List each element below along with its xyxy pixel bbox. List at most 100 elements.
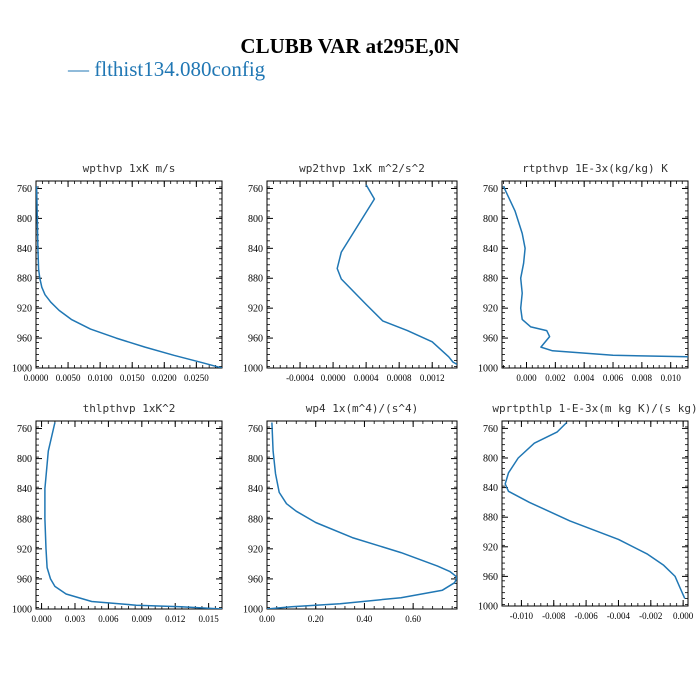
x-tick-label: 0.0004 <box>354 373 379 383</box>
chart-panel-5: wp4 1x(m^4)/(s^4)76080084088092096010000… <box>243 402 458 624</box>
x-tick-label: 0.0150 <box>120 373 145 383</box>
x-tick-label: 0.0050 <box>56 373 81 383</box>
x-tick-label: 0.0250 <box>184 373 209 383</box>
x-tick-label: 0.004 <box>574 373 595 383</box>
y-tick-label: 960 <box>483 572 498 583</box>
x-tick-label: 0.00 <box>259 614 275 624</box>
x-tick-label: 0.0000 <box>24 373 49 383</box>
series-line <box>44 422 222 609</box>
legend: — flthist134.080config <box>68 57 265 82</box>
y-tick-label: 760 <box>483 424 498 435</box>
chart-title: rtpthvp 1E-3x(kg/kg) K <box>522 162 668 175</box>
y-tick-label: 880 <box>17 514 32 525</box>
legend-label: flthist134.080config <box>94 57 266 81</box>
plot-frame <box>501 420 689 607</box>
y-tick-label: 1000 <box>243 605 263 616</box>
x-tick-label: 0.002 <box>545 373 565 383</box>
y-tick-label: 920 <box>248 304 263 315</box>
x-tick-label: 0.0008 <box>387 373 412 383</box>
x-tick-label: 0.0012 <box>420 373 445 383</box>
x-tick-label: 0.000 <box>673 611 694 621</box>
chart-title: thlpthvp 1xK^2 <box>83 402 176 415</box>
chart-panel-2: wp2thvp 1xK m^2/s^2 760 800 840 880 920 960 100… <box>243 162 458 383</box>
y-tick-label: 840 <box>248 244 263 255</box>
x-tick-label: 0.003 <box>65 614 86 624</box>
y-tick-label: 880 <box>483 274 498 285</box>
x-tick-label: 0.0200 <box>152 373 177 383</box>
y-tick-label: 960 <box>17 334 32 345</box>
plot-frame <box>501 180 689 369</box>
y-tick-label: 920 <box>483 542 498 553</box>
chart-title: wprtpthlp 1-E-3x(m kg K)/(s kg) <box>492 402 697 415</box>
x-tick-label: 0.40 <box>357 614 373 624</box>
y-tick-label: 880 <box>248 514 263 525</box>
x-tick-label: -0.010 <box>510 611 534 621</box>
y-tick-label: 880 <box>248 274 263 285</box>
y-tick-label: 800 <box>248 454 263 465</box>
y-tick-label: 880 <box>17 274 32 285</box>
x-tick-label: 0.0000 <box>321 373 346 383</box>
x-tick-label: 0.012 <box>165 614 185 624</box>
series-line <box>267 422 457 609</box>
y-tick-label: 920 <box>483 304 498 315</box>
y-tick-label: 960 <box>483 334 498 345</box>
y-tick-label: 800 <box>483 214 498 225</box>
y-tick-label: 800 <box>248 214 263 225</box>
x-tick-label: 0.0100 <box>88 373 113 383</box>
y-tick-label: 920 <box>17 544 32 555</box>
chart-panel-4: thlpthvp 1xK^276080084088092096010000.00… <box>12 402 223 624</box>
y-tick-label: 1000 <box>243 364 263 375</box>
x-tick-label: 0.015 <box>199 614 220 624</box>
y-tick-label: 960 <box>248 574 263 585</box>
y-tick-label: 880 <box>483 513 498 524</box>
x-tick-label: 0.000 <box>31 614 52 624</box>
legend-line-marker: — <box>68 57 89 81</box>
x-tick-label: 0.009 <box>132 614 153 624</box>
series-line <box>504 421 686 599</box>
y-tick-label: 920 <box>17 304 32 315</box>
y-tick-label: 1000 <box>12 605 32 616</box>
x-tick-label: -0.002 <box>639 611 662 621</box>
y-tick-label: 760 <box>483 184 498 195</box>
y-tick-label: 840 <box>17 484 32 495</box>
chart-panel-1: wpthvp 1xK m/s76080084088092096010000.00… <box>12 162 223 383</box>
y-tick-label: 960 <box>17 574 32 585</box>
y-tick-label: 920 <box>248 544 263 555</box>
x-tick-label: 0.006 <box>98 614 119 624</box>
x-tick-label: 0.010 <box>661 373 682 383</box>
series-line <box>502 185 688 358</box>
y-tick-label: 840 <box>17 244 32 255</box>
x-tick-label: -0.006 <box>574 611 598 621</box>
y-tick-label: 1000 <box>478 602 498 613</box>
x-tick-label: 0.000 <box>516 373 537 383</box>
chart-title: wp2thvp 1xK m^2/s^2 <box>299 162 425 175</box>
y-tick-label: 840 <box>483 244 498 255</box>
series-line <box>336 184 457 365</box>
y-tick-label: 760 <box>248 424 263 435</box>
x-tick-label: -0.008 <box>542 611 566 621</box>
y-tick-label: 840 <box>248 484 263 495</box>
chart-title: wpthvp 1xK m/s <box>83 162 176 175</box>
chart-title: wp4 1x(m^4)/(s^4) <box>306 402 419 415</box>
y-tick-label: 1000 <box>478 364 498 375</box>
y-tick-label: 800 <box>483 454 498 465</box>
plot-frame <box>35 180 223 369</box>
y-tick-label: 760 <box>248 184 263 195</box>
y-tick-label: 960 <box>248 334 263 345</box>
y-tick-label: 800 <box>17 214 32 225</box>
x-tick-label: 0.008 <box>632 373 653 383</box>
plot-frame <box>266 180 458 369</box>
plot-frame <box>35 420 223 610</box>
y-tick-label: 1000 <box>12 364 32 375</box>
y-tick-label: 840 <box>483 483 498 494</box>
series-line <box>36 186 222 368</box>
x-tick-label: -0.0004 <box>286 373 314 383</box>
x-tick-label: 0.006 <box>603 373 624 383</box>
page-title: CLUBB VAR at295E,0N <box>240 34 460 58</box>
chart-panel-6: wprtpthlp 1-E-3x(m kg K)/(s kg) 760 800 840… <box>478 402 698 621</box>
x-tick-label: -0.004 <box>607 611 631 621</box>
chart-panel-3: rtpthvp 1E-3x(kg/kg) K 760 800 840 880 920 960… <box>478 162 689 383</box>
x-tick-label: 0.20 <box>308 614 324 624</box>
y-tick-label: 760 <box>17 184 32 195</box>
